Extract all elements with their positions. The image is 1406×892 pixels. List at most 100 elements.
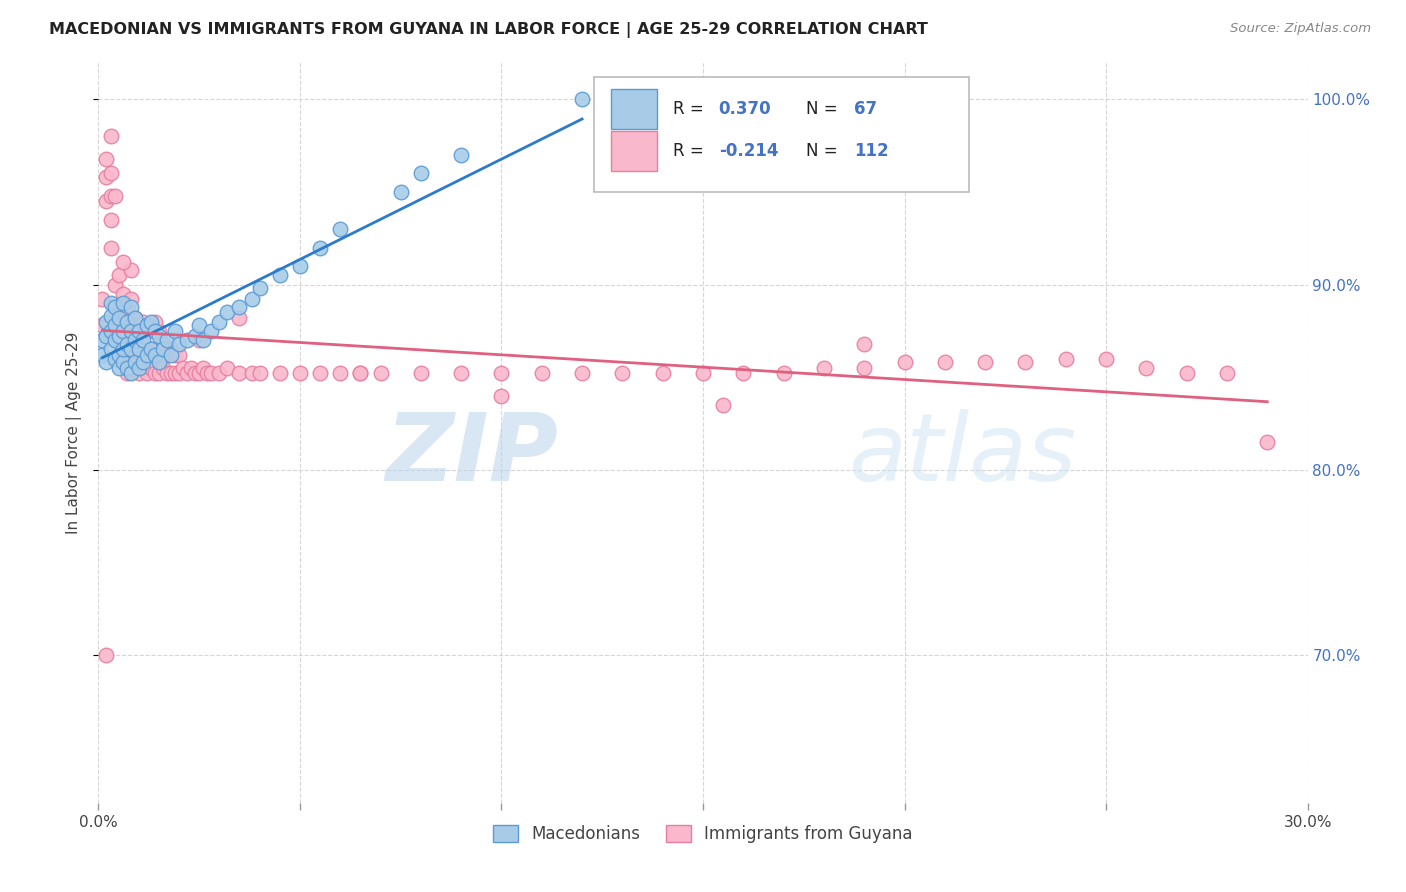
Point: [96, 170, 118, 185]
Point: [100, 343, 122, 357]
Point: [288, 259, 311, 273]
Point: [167, 348, 190, 362]
Point: [217, 360, 239, 375]
Point: [111, 255, 134, 269]
Point: [128, 324, 150, 338]
Point: [96, 152, 118, 166]
FancyBboxPatch shape: [612, 89, 657, 129]
Point: [163, 348, 186, 362]
Text: N =: N =: [806, 143, 842, 161]
Point: [143, 324, 166, 338]
Point: [156, 367, 179, 381]
Point: [167, 336, 190, 351]
Point: [139, 343, 162, 357]
Point: [100, 166, 122, 180]
Point: [491, 388, 513, 402]
Point: [124, 333, 146, 347]
Point: [132, 355, 155, 369]
Point: [124, 355, 146, 369]
FancyBboxPatch shape: [612, 131, 657, 171]
Point: [329, 222, 352, 236]
Point: [143, 324, 166, 338]
Point: [115, 324, 138, 338]
Point: [184, 367, 207, 381]
Point: [160, 367, 183, 381]
Point: [91, 348, 114, 362]
Point: [288, 367, 311, 381]
Text: 0.370: 0.370: [718, 100, 772, 118]
Point: [160, 348, 183, 362]
Point: [1216, 367, 1239, 381]
Point: [120, 360, 142, 375]
Point: [228, 367, 250, 381]
Legend: Macedonians, Immigrants from Guyana: Macedonians, Immigrants from Guyana: [486, 819, 920, 850]
Point: [107, 268, 129, 283]
Point: [156, 348, 179, 362]
Point: [152, 336, 174, 351]
Point: [107, 348, 129, 362]
Text: ZIP: ZIP: [385, 409, 558, 500]
Point: [692, 367, 714, 381]
Point: [135, 348, 157, 362]
Text: -0.214: -0.214: [718, 143, 778, 161]
Point: [100, 129, 122, 144]
Point: [152, 343, 174, 357]
Point: [111, 286, 134, 301]
Point: [91, 318, 114, 333]
Point: [176, 367, 198, 381]
Point: [217, 305, 239, 319]
Point: [184, 329, 207, 343]
Point: [1135, 360, 1157, 375]
Point: [651, 367, 673, 381]
Point: [813, 360, 835, 375]
Point: [111, 296, 134, 310]
Text: MACEDONIAN VS IMMIGRANTS FROM GUYANA IN LABOR FORCE | AGE 25-29 CORRELATION CHAR: MACEDONIAN VS IMMIGRANTS FROM GUYANA IN …: [49, 22, 928, 38]
Point: [111, 314, 134, 328]
Point: [772, 367, 794, 381]
Point: [96, 314, 118, 328]
Point: [269, 268, 291, 283]
Point: [120, 262, 142, 277]
Point: [103, 277, 125, 292]
Point: [349, 367, 371, 381]
Point: [111, 324, 134, 338]
Point: [208, 367, 231, 381]
Point: [934, 355, 956, 369]
Point: [124, 310, 146, 325]
Point: [450, 367, 472, 381]
Point: [107, 324, 129, 338]
Point: [107, 329, 129, 343]
Point: [188, 367, 211, 381]
Point: [96, 194, 118, 209]
Point: [132, 314, 155, 328]
Point: [160, 343, 183, 357]
Point: [148, 348, 170, 362]
Point: [163, 324, 186, 338]
Point: [111, 355, 134, 369]
Point: [148, 324, 170, 338]
Point: [124, 355, 146, 369]
Point: [389, 185, 412, 199]
Point: [193, 360, 215, 375]
Point: [111, 343, 134, 357]
Point: [733, 367, 755, 381]
Point: [132, 336, 155, 351]
Point: [1014, 355, 1036, 369]
Point: [103, 300, 125, 314]
Point: [156, 333, 179, 347]
Point: [135, 318, 157, 333]
Point: [107, 348, 129, 362]
Point: [491, 367, 513, 381]
Point: [107, 360, 129, 375]
Point: [1256, 434, 1278, 449]
Point: [135, 324, 157, 338]
Point: [228, 300, 250, 314]
Point: [139, 360, 162, 375]
Point: [329, 367, 352, 381]
Point: [91, 333, 114, 347]
Point: [139, 343, 162, 357]
Point: [128, 367, 150, 381]
Point: [200, 367, 222, 381]
Text: R =: R =: [672, 100, 709, 118]
Point: [349, 367, 371, 381]
